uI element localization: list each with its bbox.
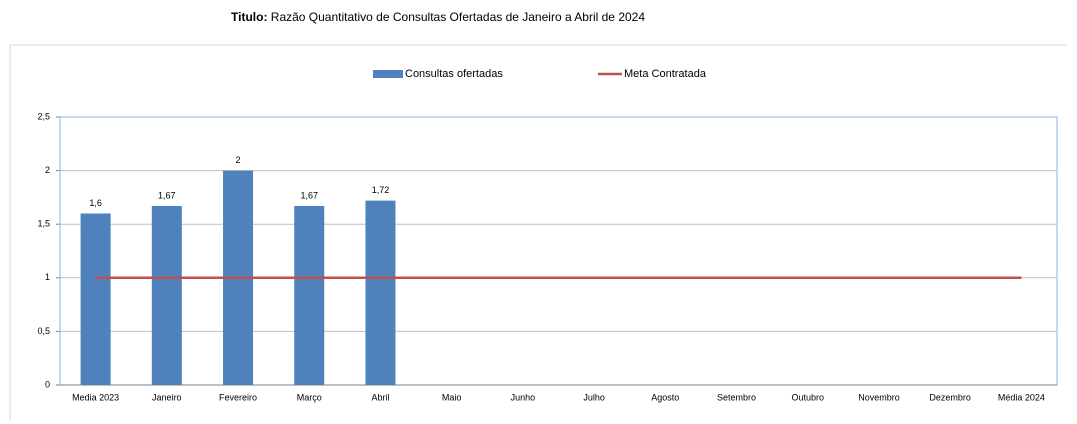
- y-tick-label: 1,5: [37, 219, 50, 229]
- bar: [294, 205, 325, 385]
- x-tick-label: Dezembro: [929, 392, 971, 402]
- bar: [80, 213, 111, 385]
- title-text: Razão Quantitativo de Consultas Ofertada…: [271, 10, 646, 24]
- y-tick-label: 0,5: [37, 326, 50, 336]
- x-tick-label: Abril: [371, 392, 389, 402]
- legend-label: Consultas ofertadas: [405, 68, 503, 80]
- y-tick-label: 0: [45, 379, 50, 389]
- y-tick-label: 2,5: [37, 111, 50, 121]
- x-tick-label: Fevereiro: [219, 392, 257, 402]
- title-label: Titulo:: [231, 10, 267, 24]
- y-tick-label: 2: [45, 165, 50, 175]
- data-label: 1,6: [89, 198, 102, 208]
- x-tick-label: Media 2023: [72, 392, 119, 402]
- data-label: 2: [236, 155, 241, 165]
- x-tick-label: Agosto: [651, 392, 679, 402]
- bar: [151, 205, 182, 385]
- x-tick-label: Julho: [583, 392, 605, 402]
- x-tick-label: Média 2024: [998, 392, 1045, 402]
- data-label: 1,67: [158, 190, 176, 200]
- data-label: 1,67: [300, 190, 318, 200]
- x-tick-label: Setembro: [717, 392, 756, 402]
- x-tick-label: Junho: [511, 392, 536, 402]
- x-tick-label: Março: [297, 392, 322, 402]
- legend-swatch: [373, 70, 403, 78]
- x-tick-label: Janeiro: [152, 392, 182, 402]
- bar: [365, 200, 396, 385]
- legend-label: Meta Contratada: [624, 68, 707, 80]
- x-tick-label: Novembro: [858, 392, 900, 402]
- data-label: 1,72: [372, 185, 390, 195]
- x-tick-label: Maio: [442, 392, 462, 402]
- x-tick-label: Outubro: [791, 392, 824, 402]
- chart-title: Titulo: Razão Quantitativo de Consultas …: [231, 10, 645, 24]
- chart-frame: [9, 44, 1067, 420]
- y-tick-label: 1: [45, 272, 50, 282]
